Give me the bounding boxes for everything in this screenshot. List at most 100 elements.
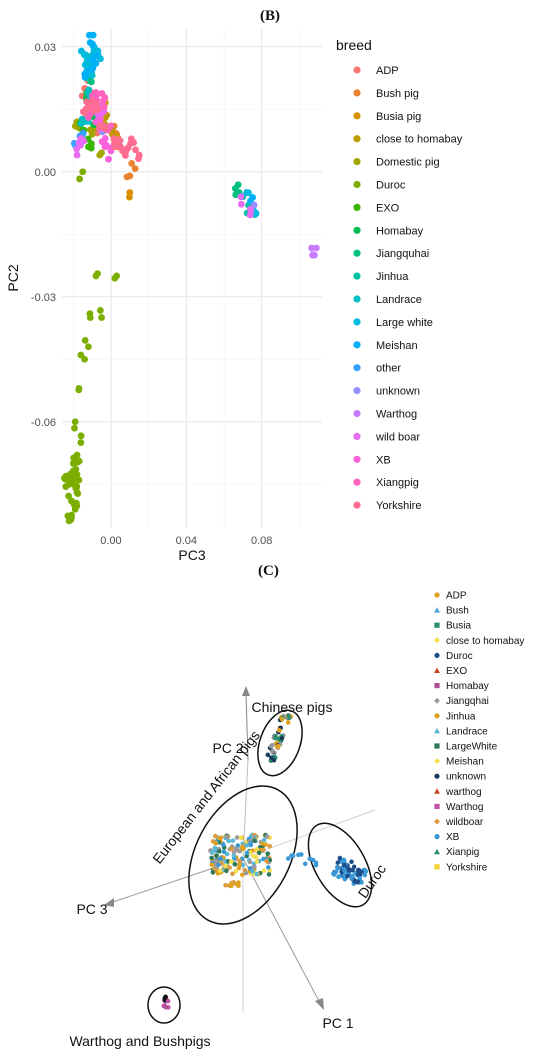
x-tick-label: 0.08 <box>251 535 272 547</box>
data-point <box>78 115 86 123</box>
data-point <box>355 867 361 873</box>
data-point <box>348 867 353 873</box>
data-point <box>231 880 236 886</box>
data-point <box>239 872 245 878</box>
data-point <box>132 146 139 154</box>
data-point <box>208 848 213 853</box>
data-point <box>244 850 250 856</box>
y-tick-label: -0.03 <box>31 292 56 304</box>
data-point <box>214 868 220 874</box>
data-point <box>356 880 361 885</box>
data-point <box>263 842 268 847</box>
data-point <box>331 871 336 876</box>
legend-marker <box>434 622 440 628</box>
legend-label: Jinhua <box>446 711 476 722</box>
data-point <box>212 846 218 852</box>
legend-marker <box>434 667 440 673</box>
legend-label: Busia pig <box>376 111 421 123</box>
legend-label: other <box>376 363 401 375</box>
data-point <box>215 835 220 840</box>
data-point <box>238 835 244 840</box>
data-point <box>272 755 278 760</box>
data-point <box>251 864 257 870</box>
panel-c-label: (C) <box>258 563 279 579</box>
data-point <box>244 839 249 844</box>
data-point <box>342 876 348 882</box>
data-point <box>226 838 232 844</box>
data-point <box>231 853 237 859</box>
data-point <box>94 270 101 277</box>
data-point <box>79 108 87 116</box>
legend-label: Landrace <box>376 294 422 306</box>
legend-label: EXO <box>446 666 467 677</box>
data-point <box>359 869 364 875</box>
data-point <box>71 424 78 432</box>
data-point <box>229 844 235 849</box>
pca-scatter-pc3-pc2: 0.00 0.04 0.08 0.03 0.00 -0.03 -0.06 PC3 PC2 bree… <box>5 28 463 560</box>
data-point <box>224 862 229 867</box>
data-point <box>363 869 369 874</box>
data-point <box>272 750 277 756</box>
data-point <box>223 882 228 888</box>
data-point <box>345 865 350 871</box>
legend-swatch <box>353 249 361 257</box>
data-point <box>357 878 363 883</box>
data-point <box>345 873 350 879</box>
data-point <box>218 869 224 875</box>
data-point <box>214 858 220 863</box>
data-point <box>342 867 347 873</box>
data-point <box>270 748 275 754</box>
legend-swatch <box>353 364 361 372</box>
data-point <box>339 872 344 878</box>
data-point <box>276 743 281 749</box>
data-point <box>285 715 290 721</box>
y-axis-title: PC2 <box>5 264 21 291</box>
data-point <box>280 715 285 721</box>
data-point <box>77 351 85 359</box>
legend-marker <box>434 758 440 765</box>
data-point <box>214 839 219 844</box>
panel-b-label: (B) <box>260 8 280 24</box>
data-point <box>228 883 234 889</box>
legend-label: close to homabay <box>446 636 524 647</box>
data-point <box>244 189 252 197</box>
data-point <box>235 882 240 887</box>
data-point <box>221 842 226 847</box>
data-point <box>165 998 171 1004</box>
duroc-label: Duroc <box>355 861 390 901</box>
data-point <box>239 847 245 853</box>
data-point <box>224 834 230 840</box>
data-point <box>248 834 254 839</box>
data-point <box>254 859 260 864</box>
legend-label: Duroc <box>376 180 406 192</box>
data-point <box>247 871 253 876</box>
data-point <box>250 848 255 853</box>
data-point <box>351 877 357 882</box>
data-point <box>251 864 257 869</box>
legend-marker <box>434 607 440 613</box>
data-point <box>213 853 219 858</box>
data-point <box>223 834 228 839</box>
data-point <box>254 847 260 852</box>
data-point <box>263 832 268 838</box>
data-point <box>221 849 227 855</box>
data-point <box>236 865 242 871</box>
data-point <box>252 835 258 840</box>
data-point <box>261 839 266 845</box>
data-point <box>248 842 254 848</box>
data-point <box>75 139 83 147</box>
data-point <box>240 845 245 851</box>
data-point <box>265 851 271 856</box>
data-point <box>254 834 259 839</box>
data-point <box>222 834 228 840</box>
data-point <box>127 139 135 147</box>
legend-title: breed <box>336 37 372 53</box>
data-point <box>311 251 318 259</box>
data-point <box>362 872 368 878</box>
data-point <box>298 852 304 857</box>
data-point <box>85 31 93 39</box>
legend-swatch <box>353 89 361 97</box>
data-point <box>271 754 277 759</box>
data-point <box>244 843 249 848</box>
data-point <box>233 846 239 852</box>
